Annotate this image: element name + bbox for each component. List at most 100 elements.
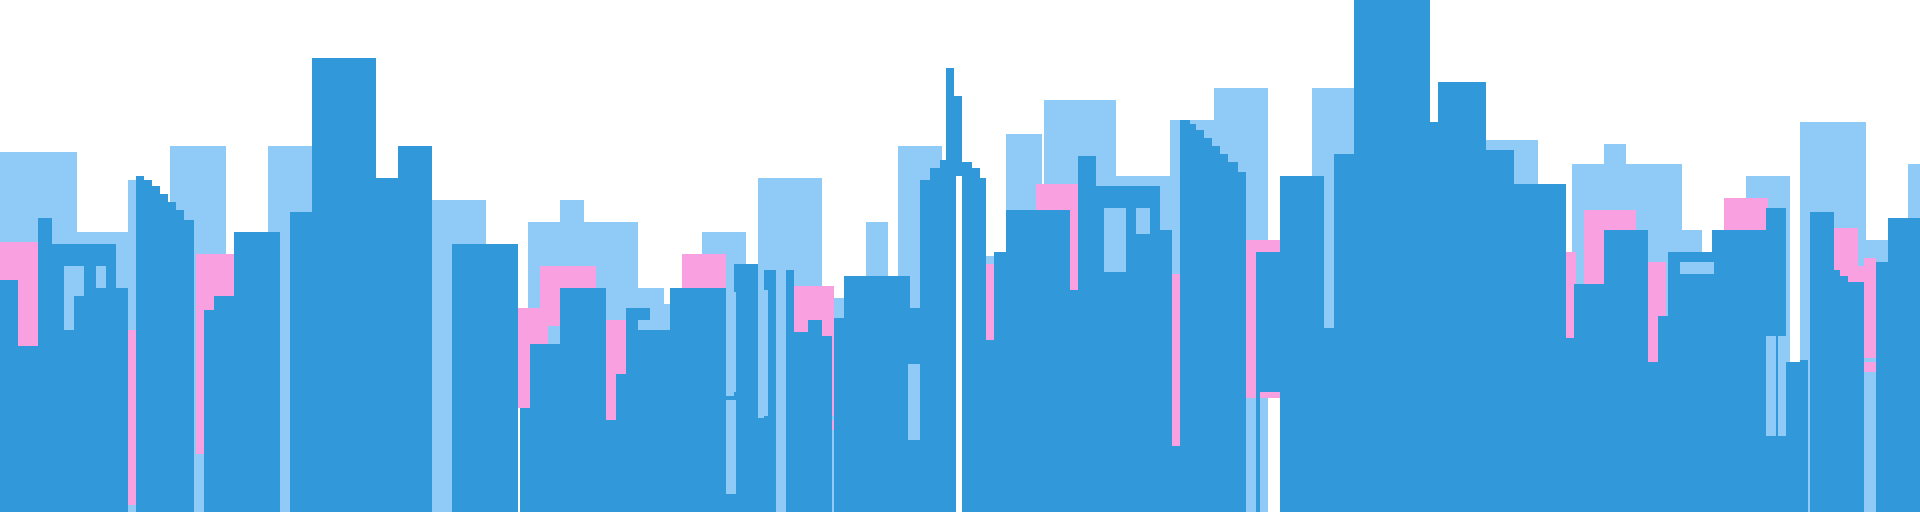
near-building [1238, 172, 1246, 512]
near-building [530, 344, 560, 512]
near-building [970, 168, 980, 512]
near-building [908, 440, 920, 512]
near-building [1196, 130, 1204, 512]
near-building [1786, 362, 1800, 512]
near-building [1832, 270, 1840, 512]
window-slit [1768, 344, 1776, 436]
near-building [1472, 370, 1486, 512]
near-building [1876, 370, 1886, 512]
window-slit [1800, 212, 1808, 360]
near-building [204, 310, 234, 512]
near-building [1846, 282, 1864, 512]
near-building [398, 146, 432, 512]
window-slit [1104, 208, 1126, 272]
near-building [452, 244, 518, 512]
near-building [184, 220, 194, 512]
near-building [376, 178, 400, 512]
near-building [946, 68, 954, 168]
near-building [38, 218, 52, 512]
near-building [994, 252, 1006, 512]
near-building [214, 296, 234, 316]
near-building [1158, 230, 1172, 512]
near-building [1256, 252, 1280, 392]
pink-building [1864, 362, 1876, 372]
near-building [1840, 276, 1848, 512]
near-building [1574, 284, 1608, 512]
window-slit [726, 400, 736, 494]
near-building [962, 162, 972, 512]
near-building [290, 212, 312, 512]
window-slit [758, 290, 768, 416]
near-building [1204, 138, 1212, 512]
near-building [1648, 362, 1660, 512]
pink-building [1864, 258, 1876, 358]
window-slit [64, 296, 74, 330]
window-slit [64, 266, 84, 296]
near-building [786, 270, 794, 512]
near-building [1068, 290, 1078, 512]
near-building [1170, 446, 1182, 512]
window-slit [726, 292, 736, 392]
near-building [114, 288, 128, 512]
far-building [1604, 144, 1626, 170]
near-building [734, 264, 758, 512]
near-building [144, 180, 152, 512]
near-building [616, 374, 628, 512]
near-building [978, 178, 986, 512]
window-slit [908, 364, 920, 440]
near-building [234, 232, 280, 512]
near-building [792, 332, 818, 512]
near-building [1658, 316, 1670, 512]
near-building [1776, 436, 1786, 512]
near-building [1564, 338, 1576, 512]
near-building [1078, 156, 1096, 512]
near-building [152, 186, 160, 512]
near-building [834, 318, 844, 512]
near-building [758, 418, 764, 512]
near-building [136, 176, 144, 512]
near-building [1220, 154, 1228, 512]
near-building [1188, 124, 1196, 512]
near-building [626, 308, 650, 512]
near-building [520, 408, 530, 512]
near-building [1766, 208, 1786, 336]
near-building [818, 336, 832, 512]
near-building [1494, 184, 1566, 512]
near-building [560, 288, 606, 512]
near-building [606, 420, 618, 512]
window-slit [1858, 226, 1864, 266]
near-building [650, 330, 670, 512]
near-building [0, 280, 18, 512]
pink-building [1564, 252, 1576, 338]
near-building [1006, 210, 1070, 512]
window-accents-layer [64, 208, 1864, 494]
far-building [560, 200, 584, 240]
near-building [1800, 360, 1808, 512]
near-building [1180, 120, 1190, 512]
near-building [1668, 252, 1714, 512]
near-building [844, 276, 910, 512]
near-building [1228, 162, 1238, 512]
near-building [952, 96, 962, 176]
near-building [176, 210, 184, 512]
near-building [160, 194, 168, 512]
pink-building [682, 254, 726, 294]
window-slit [1136, 208, 1150, 234]
near-building [1888, 218, 1920, 512]
near-building [1212, 146, 1220, 512]
near-building [168, 202, 176, 512]
window-slit [1680, 262, 1714, 274]
near-building [1280, 176, 1324, 512]
window-slit [638, 320, 660, 330]
near-building [1256, 392, 1260, 512]
near-building [670, 288, 726, 512]
near-building [312, 58, 376, 512]
window-slit [280, 232, 290, 384]
near-building [1354, 0, 1430, 512]
near-building [1712, 230, 1768, 512]
near-building [1428, 122, 1440, 512]
near-building [940, 160, 956, 512]
pink-building [128, 330, 138, 505]
window-slit [96, 266, 106, 288]
